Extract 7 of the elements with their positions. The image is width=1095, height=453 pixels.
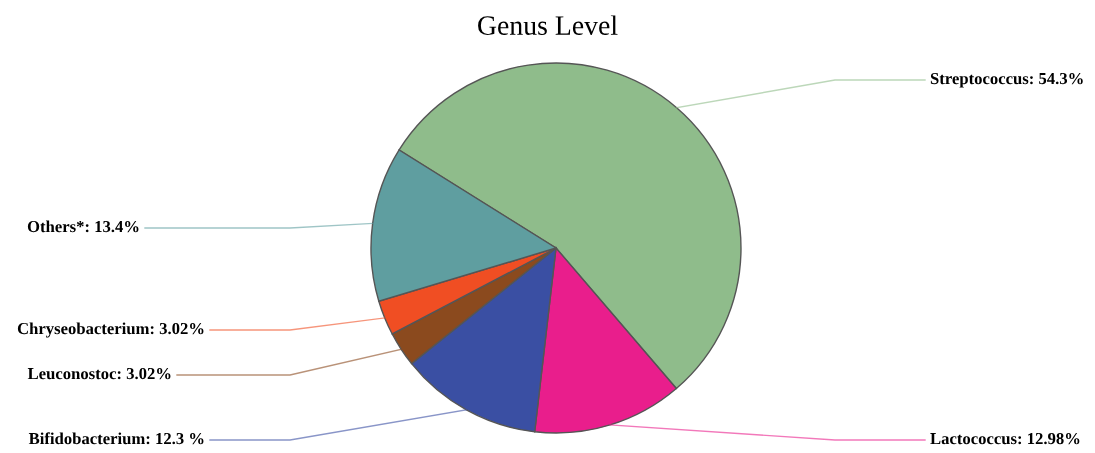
slice-label: Leuconostoc: 3.02% xyxy=(27,367,171,380)
slice-label: Chryseobacterium: 3.02% xyxy=(17,322,204,338)
slice-label: Lactococcus: 12.98% xyxy=(930,432,1080,445)
slice-label: Bifidobacterium: 12.3 % xyxy=(28,432,204,445)
slice-label: Streptococcus: 54.3% xyxy=(930,72,1083,88)
chart-title: Genus Level xyxy=(478,15,618,35)
slice-label: Others*: 13.4% xyxy=(27,220,139,233)
